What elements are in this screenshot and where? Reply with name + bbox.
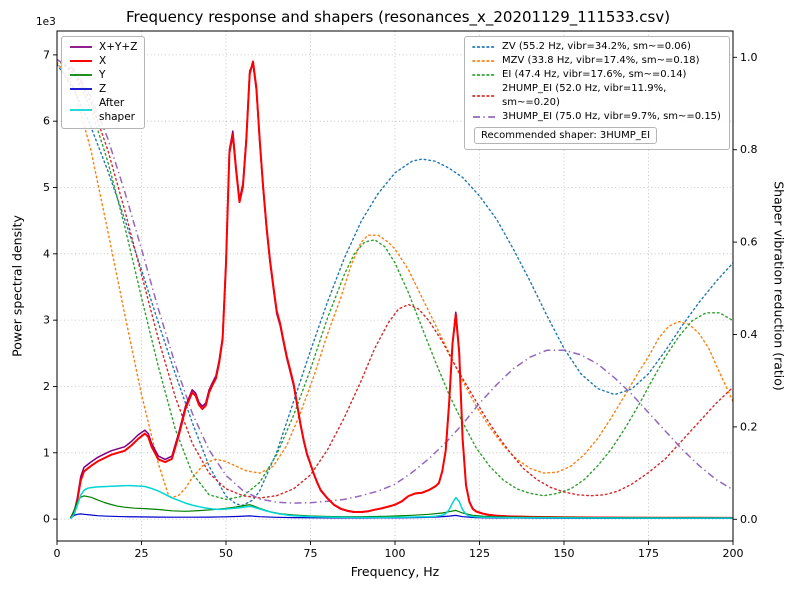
legend-label: After shaper [99,97,136,123]
legend-line-sample [70,109,92,111]
left-y-axis-label: Power spectral density [9,215,25,357]
series-y [69,495,733,519]
left-y-tick-label: 5 [43,181,50,194]
series-zv [57,63,733,507]
legend-entry-mzv: MZV (33.8 Hz, vibr=17.4%, sm~=0.18) [472,54,722,68]
left-y-tick-label: 4 [43,247,50,260]
legend-label: 3HUMP_EI (75.0 Hz, vibr=9.7%, sm~=0.15) [502,111,721,122]
legend-label: EI (47.4 Hz, vibr=17.6%, sm~=0.14) [502,69,687,80]
series-z [70,513,733,520]
x-tick-label: 175 [638,547,659,560]
right-y-tick-label: 0.8 [740,143,758,156]
x-axis-label: Frequency, Hz [350,564,440,579]
legend-line-sample [70,74,92,76]
legend-entry-y: Y [69,68,137,82]
legend-entry-x-y-z: X+Y+Z [69,40,137,54]
x-tick-label: 100 [385,547,406,560]
right-y-tick-label: 0.0 [740,513,758,526]
legend-line-sample [70,88,92,90]
right-y-tick-label: 0.4 [740,328,758,341]
x-tick-label: 75 [304,547,318,560]
series-ei [57,58,733,501]
legend-entry-3hump-ei: 3HUMP_EI (75.0 Hz, vibr=9.7%, sm~=0.15) [472,110,722,124]
legend-label: X [99,55,107,67]
legend-entry-after-shaper: After shaper [69,96,137,124]
recommended-shaper-label: Recommended shaper: 3HUMP_EI [474,127,658,144]
legend-entry-z: Z [69,82,137,96]
psd-legend: X+Y+Z X Y Z After shaper [61,36,146,129]
x-tick-label: 125 [469,547,490,560]
chart-title: Frequency response and shapers (resonanc… [125,8,671,26]
legend-entry-2hump-ei: 2HUMP_EI (52.0 Hz, vibr=11.9%, sm~=0.20) [472,82,722,110]
series-3hump-ei [57,58,733,504]
legend-line-sample [472,95,496,97]
right-y-tick-label: 0.6 [740,236,758,249]
left-y-tick-label: 3 [43,314,50,327]
legend-line-sample [472,60,496,62]
right-y-tick-label: 0.2 [740,420,758,433]
left-y-tick-label: 6 [43,115,50,128]
left-y-tick-label: 0 [43,513,50,526]
legend-line-sample [472,46,496,48]
legend-entry-ei: EI (47.4 Hz, vibr=17.6%, sm~=0.14) [472,68,722,82]
series-2hump-ei [57,58,733,499]
series-x [69,60,733,519]
legend-line-sample [70,46,92,48]
right-y-axis-label: Shaper vibration reduction (ratio) [771,181,787,391]
legend-label: 2HUMP_EI (52.0 Hz, vibr=11.9%, sm~=0.20) [502,83,667,108]
right-y-tick-label: 1.0 [740,51,758,64]
legend-line-sample [472,74,496,76]
legend-label: Y [99,69,106,81]
x-tick-label: 0 [54,547,61,560]
left-y-tick-label: 1 [43,446,50,459]
left-axis-multiplier: 1e3 [36,16,56,28]
series-mzv [57,61,733,499]
series-after-shaper [69,484,733,520]
legend-entry-x: X [69,54,137,68]
x-tick-label: 200 [723,547,744,560]
x-tick-label: 50 [219,547,233,560]
x-tick-label: 25 [135,547,149,560]
legend-label: MZV (33.8 Hz, vibr=17.4%, sm~=0.18) [502,55,700,66]
legend-line-sample [70,60,92,62]
x-tick-label: 150 [554,547,575,560]
legend-label: X+Y+Z [99,41,138,53]
legend-label: Z [99,83,107,95]
legend-label: ZV (55.2 Hz, vibr=34.2%, sm~=0.06) [502,41,691,52]
legend-entry-zv: ZV (55.2 Hz, vibr=34.2%, sm~=0.06) [472,40,722,54]
shaper-legend: ZV (55.2 Hz, vibr=34.2%, sm~=0.06) MZV (3… [464,36,730,150]
legend-line-sample [473,116,495,118]
left-y-tick-label: 7 [43,48,50,61]
series-group [57,58,733,520]
left-y-tick-label: 2 [43,380,50,393]
